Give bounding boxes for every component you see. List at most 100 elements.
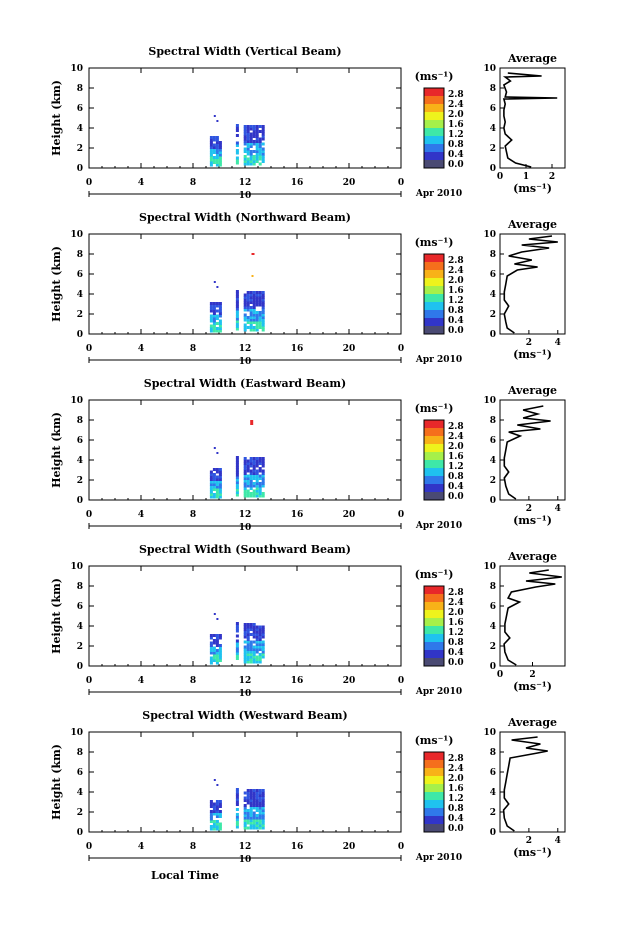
heatmap-cell	[255, 796, 259, 800]
heatmap-cell	[261, 628, 265, 631]
heatmap-cell	[255, 789, 259, 792]
colorbar-frame	[423, 585, 445, 667]
heatmap-cell	[235, 471, 239, 474]
colorbar-segment	[424, 602, 444, 611]
heatmap-cell	[249, 306, 253, 309]
heatmap-cell	[235, 622, 239, 625]
heatmap-cell	[255, 794, 259, 797]
heatmap-cell	[249, 459, 253, 463]
heatmap-cell	[235, 803, 239, 806]
heatmap-cell	[212, 488, 216, 491]
average-title: Average	[507, 52, 557, 65]
heatmap-cell	[261, 630, 265, 634]
x-tick-label: 4	[138, 842, 144, 852]
heatmap-cell	[258, 826, 262, 830]
heatmap-cell	[261, 816, 265, 820]
heatmap-cell	[235, 310, 239, 313]
heatmap-cell	[212, 143, 216, 147]
heatmap-cell	[246, 132, 250, 136]
heatmap-cell	[215, 136, 219, 139]
heatmap-cell	[249, 801, 253, 805]
heatmap-cell	[212, 634, 216, 637]
heatmap-cell	[246, 298, 250, 302]
heatmap-cell	[209, 815, 213, 818]
heatmap-cell	[261, 633, 265, 636]
heatmap-cell	[243, 824, 247, 827]
heatmap-cell	[209, 817, 213, 821]
heatmap-cell	[252, 799, 256, 802]
y-tick-label: 6	[77, 104, 83, 114]
heatmap-cell	[252, 816, 256, 820]
y-axis-label: Height (km)	[50, 578, 63, 654]
heatmap-cell	[235, 493, 239, 497]
heatmap-cell	[246, 479, 250, 483]
heatmap-cell	[235, 800, 239, 804]
colorbar-segment	[424, 96, 444, 105]
heatmap-cell	[258, 467, 262, 470]
heatmap-cell	[243, 306, 247, 309]
y-tick-label: 10	[70, 64, 83, 74]
heatmap-cell	[218, 480, 222, 484]
heatmap-cell	[246, 492, 250, 495]
colorbar-segment	[424, 642, 444, 651]
heatmap-cell	[215, 651, 219, 655]
colorbar-tick-label: 2.4	[448, 100, 464, 110]
heatmap-cell	[258, 469, 262, 473]
avg-y-tick-label: 10	[483, 64, 496, 74]
heatmap-cell	[261, 462, 265, 465]
date-label: Apr 2010	[415, 355, 462, 365]
heatmap-cell	[216, 286, 219, 288]
heatmap-cell	[261, 479, 265, 483]
heatmap-cell	[252, 658, 256, 661]
heatmap-cell	[235, 317, 239, 321]
heatmap-cell	[258, 640, 262, 644]
heatmap-cell	[243, 635, 247, 639]
panel-title: Spectral Width (Vertical Beam)	[148, 45, 341, 58]
heatmap-cell	[252, 150, 256, 153]
heatmap-cell	[218, 309, 222, 313]
x-tick-label: 12	[239, 676, 252, 686]
heatmap-cell	[246, 811, 250, 815]
y-tick-label: 8	[77, 748, 83, 758]
y-axis-label: Height (km)	[50, 246, 63, 322]
heatmap-cell	[258, 293, 262, 297]
heatmap-cell	[243, 457, 247, 460]
heatmap-cell	[209, 475, 213, 479]
colorbar-segment	[424, 752, 444, 761]
heatmap-cell	[215, 644, 219, 647]
y-tick-label: 4	[77, 622, 83, 632]
heatmap-cell	[235, 292, 239, 296]
colorbar-tick-label: 2.0	[448, 608, 464, 618]
colorbar-frame	[423, 419, 445, 501]
heatmap-cell	[258, 811, 262, 815]
heatmap-cell	[243, 650, 247, 654]
heatmap-cell	[209, 802, 213, 806]
heatmap-cell	[215, 151, 219, 154]
y-tick-label: 2	[77, 642, 83, 652]
colorbar-segment	[424, 420, 444, 429]
colorbar-tick-label: 1.2	[448, 462, 464, 472]
heatmap-cell	[249, 658, 253, 661]
heatmap-cell	[255, 142, 259, 146]
heatmap-cell	[243, 150, 247, 153]
heatmap-cell	[243, 318, 247, 322]
heatmap-cell	[249, 791, 253, 795]
heatmap-cell	[249, 457, 253, 460]
heatmap-cell	[235, 463, 239, 467]
heatmap-cell	[252, 293, 256, 297]
avg-y-tick-label: 10	[483, 230, 496, 240]
heatmap-cell	[255, 819, 259, 822]
heatmap-cell	[258, 303, 262, 307]
heatmap-cell	[215, 153, 219, 157]
heatmap-cell	[212, 319, 216, 323]
average-profile-line	[503, 235, 558, 334]
heatmap-cell	[218, 158, 222, 162]
avg-y-tick-label: 8	[490, 84, 496, 94]
heatmap-cell	[255, 658, 259, 661]
heatmap-cell	[218, 302, 222, 305]
colorbar-tick-label: 0.0	[448, 160, 464, 170]
average-profile-line	[503, 569, 562, 666]
average-frame	[499, 233, 566, 335]
heatmap-cell	[249, 125, 253, 128]
heatmap-cell	[252, 630, 256, 634]
